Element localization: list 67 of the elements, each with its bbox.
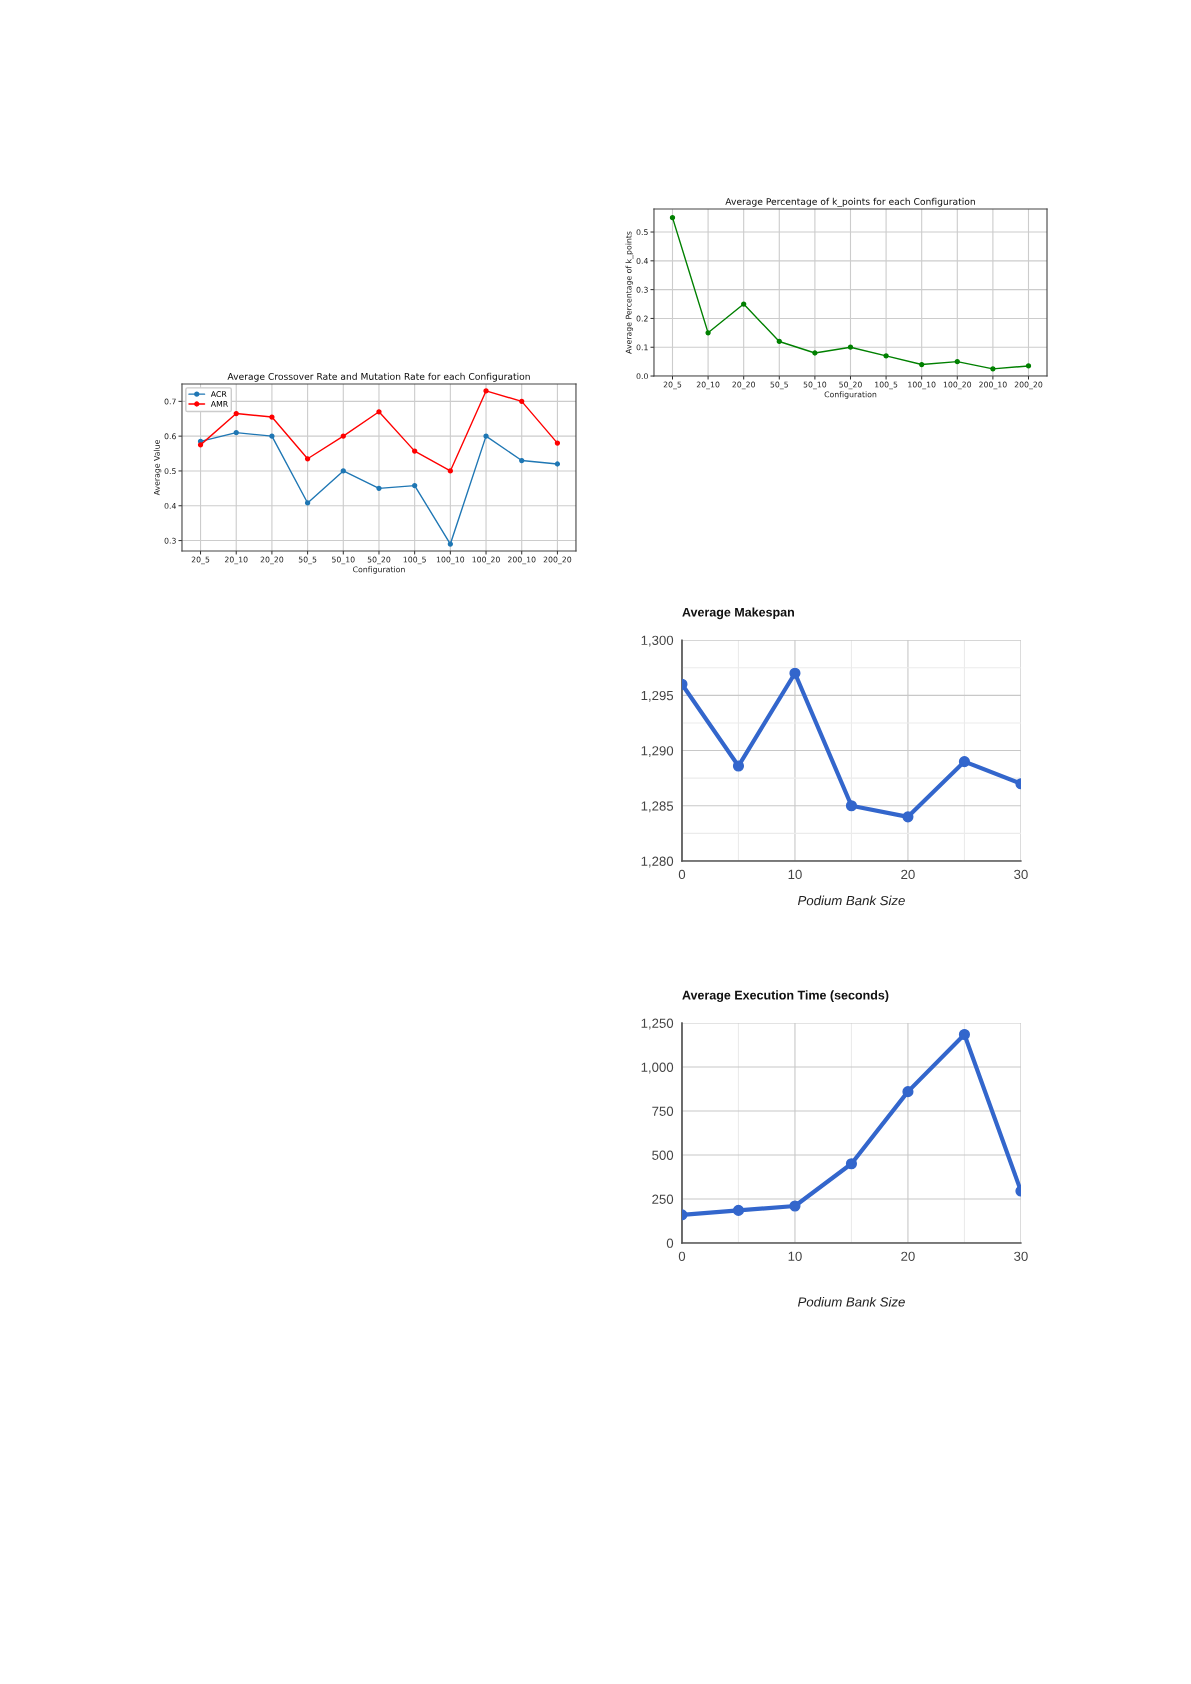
y-tick-label: 1,285 bbox=[641, 801, 674, 813]
y-tick-label: 1,280 bbox=[641, 856, 674, 868]
point bbox=[412, 482, 418, 489]
point bbox=[554, 440, 561, 446]
chart-title: Average Crossover Rate and Mutation Rate for each Configuration bbox=[227, 372, 530, 382]
x-axis-title: Podium Bank Size bbox=[797, 895, 905, 906]
x-tick-label: 10 bbox=[788, 1251, 802, 1261]
y-tick-label: 1,290 bbox=[641, 746, 674, 758]
y-tick-label: 1,295 bbox=[641, 690, 674, 702]
point bbox=[340, 468, 346, 474]
x-tick-label: 20 bbox=[901, 1251, 915, 1261]
point bbox=[669, 214, 676, 221]
point bbox=[902, 1086, 914, 1098]
point bbox=[990, 366, 996, 372]
x-tick-label: 30 bbox=[1014, 1251, 1028, 1261]
x-tick-label: 10 bbox=[788, 869, 802, 880]
point bbox=[519, 398, 525, 404]
point bbox=[776, 338, 782, 345]
point bbox=[958, 756, 970, 768]
point bbox=[340, 433, 346, 439]
x-tick-label: 0 bbox=[678, 869, 686, 880]
point bbox=[732, 1204, 745, 1216]
point bbox=[554, 461, 561, 467]
point bbox=[847, 344, 854, 350]
x-tick-label: 30 bbox=[1014, 869, 1028, 880]
point bbox=[412, 448, 418, 454]
point bbox=[483, 388, 489, 394]
point bbox=[732, 760, 745, 772]
point bbox=[919, 361, 925, 368]
point bbox=[233, 410, 239, 417]
x-tick-label: 0 bbox=[678, 1251, 686, 1261]
point bbox=[812, 350, 818, 356]
point bbox=[954, 358, 960, 365]
point bbox=[845, 800, 858, 812]
y-tick-label: 750 bbox=[652, 1106, 674, 1116]
point bbox=[233, 430, 239, 436]
point bbox=[958, 1028, 970, 1041]
point bbox=[197, 442, 204, 448]
chart-title: Average Execution Time (seconds) bbox=[682, 990, 889, 1003]
point bbox=[741, 301, 747, 307]
point bbox=[705, 330, 711, 336]
point bbox=[1025, 363, 1032, 369]
point bbox=[376, 409, 382, 415]
x-tick-label: 20 bbox=[901, 869, 915, 880]
point bbox=[376, 485, 382, 491]
chart-title: Average Makespan bbox=[682, 607, 794, 620]
y-tick-label: 1,000 bbox=[641, 1062, 674, 1074]
point bbox=[902, 811, 914, 823]
y-tick-label: 500 bbox=[652, 1150, 674, 1160]
point bbox=[845, 1158, 858, 1170]
point bbox=[304, 456, 311, 462]
point bbox=[269, 433, 275, 439]
chart-title: Average Percentage of k_points for each Configuration bbox=[725, 197, 975, 207]
y-tick-label: 0 bbox=[666, 1238, 674, 1248]
x-axis-title: Podium Bank Size bbox=[797, 1296, 905, 1307]
point bbox=[519, 457, 525, 464]
point bbox=[789, 1200, 801, 1212]
point bbox=[447, 541, 453, 547]
y-tick-label: 1,300 bbox=[641, 635, 674, 647]
point bbox=[447, 468, 453, 474]
y-tick-label: 1,250 bbox=[641, 1018, 674, 1030]
point bbox=[269, 414, 275, 420]
point bbox=[483, 433, 489, 439]
y-tick-label: 250 bbox=[652, 1194, 674, 1204]
point bbox=[789, 667, 801, 679]
point bbox=[883, 353, 889, 359]
point bbox=[304, 500, 311, 506]
